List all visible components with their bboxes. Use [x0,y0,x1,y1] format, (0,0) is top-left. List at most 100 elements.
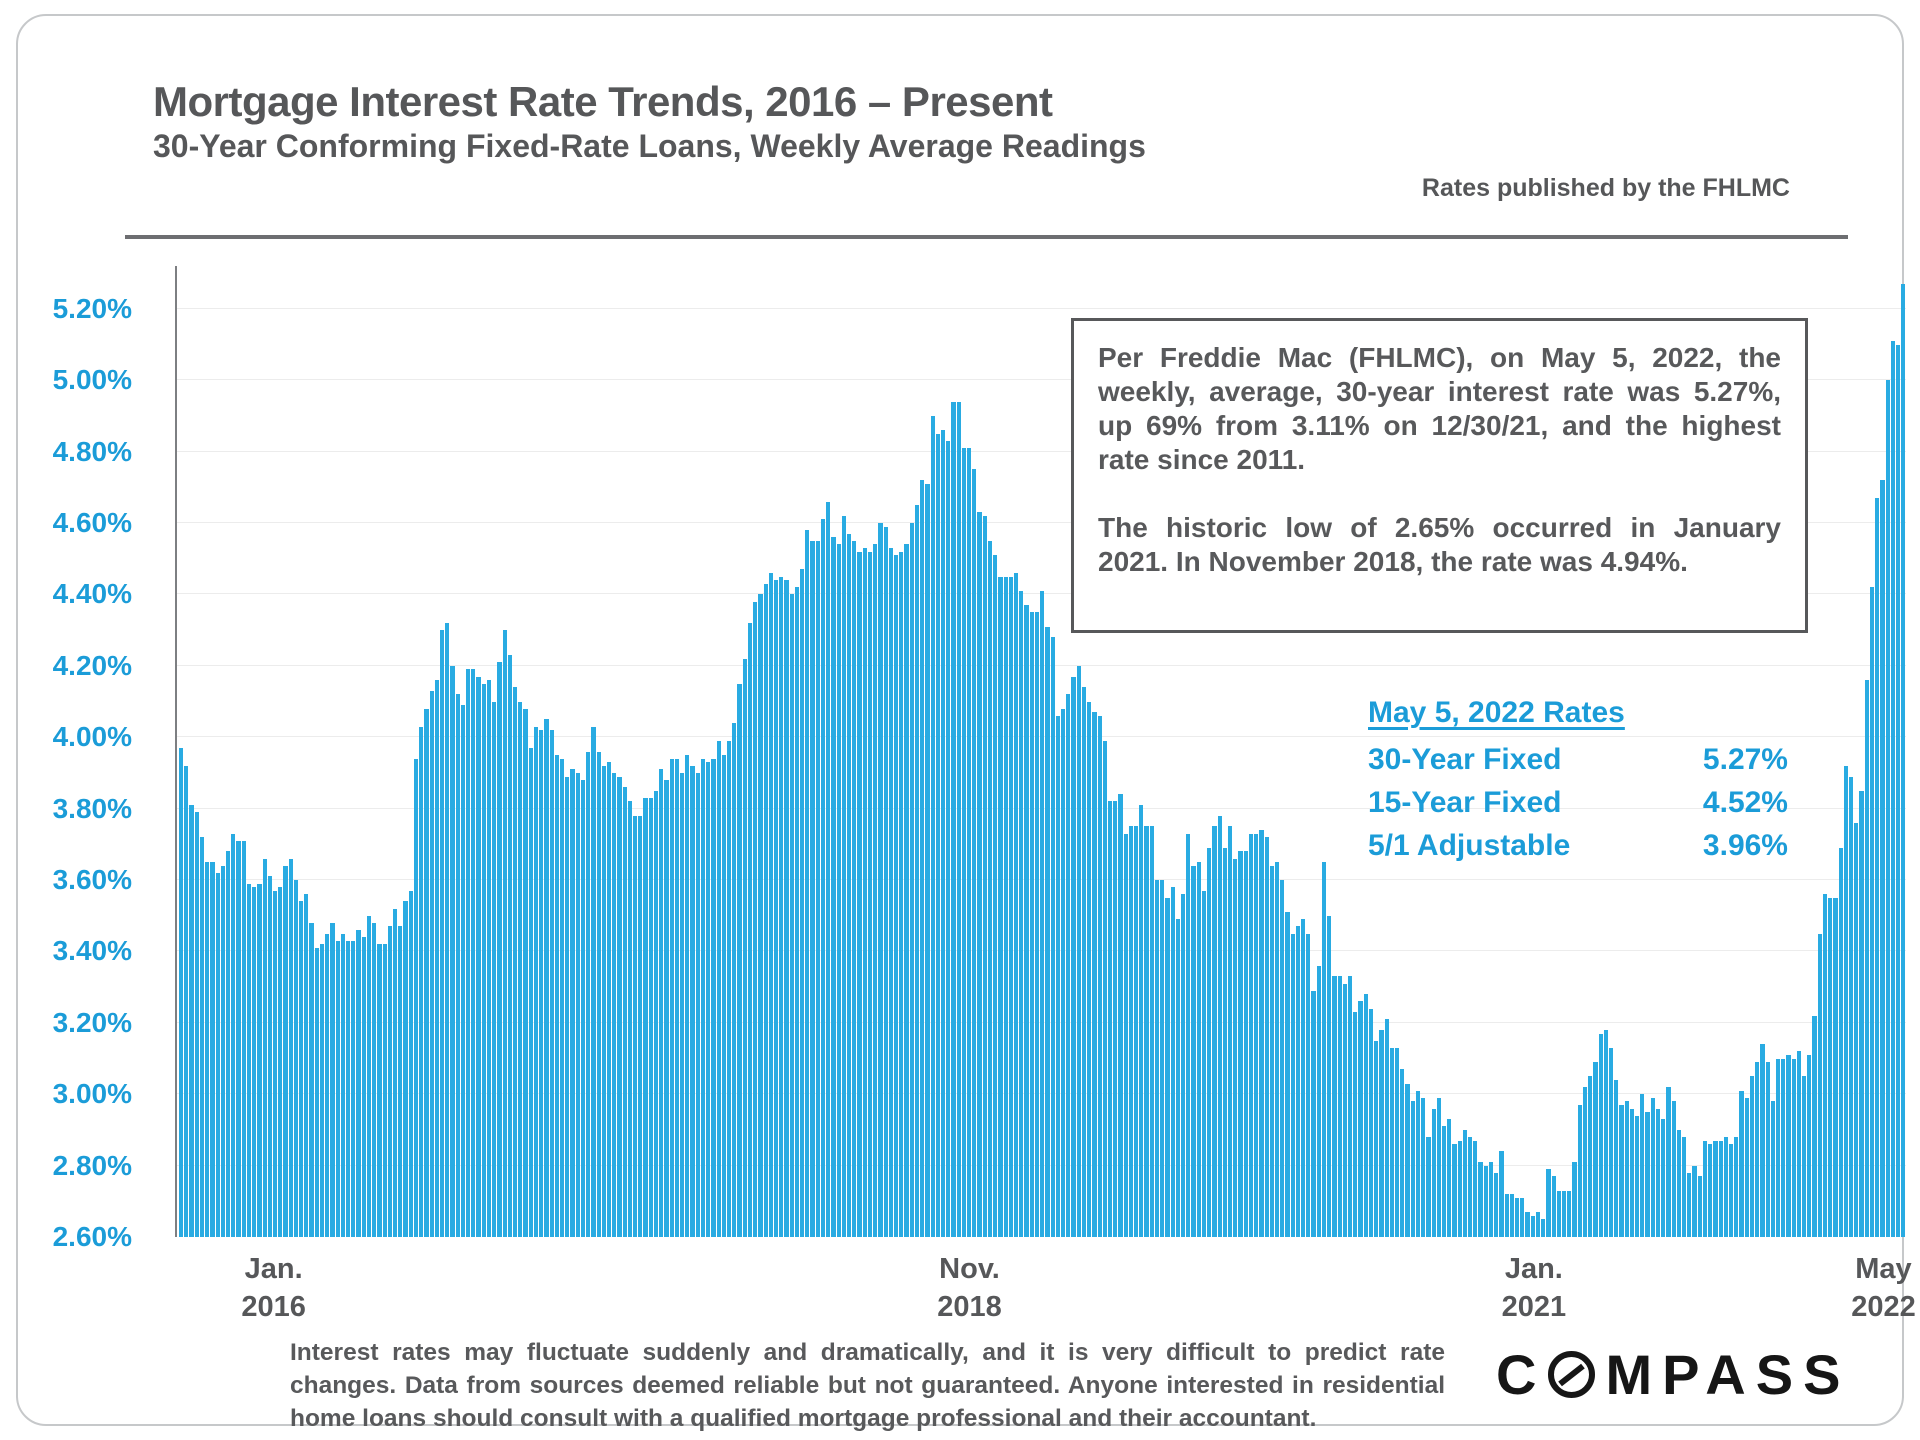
bar [904,544,909,1237]
bar [1410,1101,1415,1237]
bar [711,758,716,1237]
bar [1895,344,1901,1237]
bar [419,726,424,1237]
bar [267,876,272,1237]
bar [1128,826,1134,1237]
bar [1702,1140,1708,1237]
bar [1186,833,1191,1237]
bar [533,726,539,1237]
bar [899,551,904,1237]
bar [993,555,998,1237]
bar [1113,801,1118,1237]
annotation-box: Per Freddie Mac (FHLMC), on May 5, 2022,… [1071,318,1808,633]
y-axis-label: 4.20% [52,649,132,681]
bar [366,915,372,1237]
bar [920,480,925,1237]
bar [586,751,591,1237]
bar [220,865,225,1237]
bar [784,580,789,1237]
rate-row: 15-Year Fixed 4.52% [1368,781,1788,824]
bar [1316,965,1321,1237]
bar [554,755,559,1237]
bar [408,890,413,1237]
bar [1755,1062,1760,1237]
bar [1014,573,1019,1237]
bar [450,665,455,1237]
bar [1796,1051,1802,1237]
bar [1087,701,1092,1237]
bar [669,758,674,1237]
bar [340,933,345,1237]
bar [1379,1029,1384,1237]
bar [1598,1033,1603,1237]
bar [1593,1062,1598,1237]
bar [1739,1090,1744,1237]
bar [1181,894,1186,1237]
bar [1457,1140,1462,1237]
bar [1655,1108,1661,1237]
bar [471,669,476,1237]
bar [1040,590,1045,1237]
bar [1170,887,1175,1237]
gridline [177,379,1906,381]
bar [706,762,711,1237]
bar [1812,1015,1817,1237]
bar [403,901,408,1237]
bar [867,551,873,1237]
bar [241,840,246,1237]
bar [215,872,220,1237]
bar [1869,587,1875,1237]
bar [1374,1040,1379,1237]
bar [956,401,961,1237]
y-axis-label: 4.00% [52,721,132,753]
bar [199,837,205,1237]
bar [288,858,293,1237]
bar [680,772,685,1237]
bar [319,944,325,1237]
bar [1509,1194,1514,1237]
bar [1671,1101,1676,1237]
bar [1019,590,1024,1237]
bar [1473,1140,1478,1237]
bar [460,705,466,1237]
bar [486,680,492,1237]
bar [1749,1076,1755,1237]
bar [1718,1140,1723,1237]
bar [622,787,627,1237]
bar [930,415,935,1237]
bar [1676,1129,1681,1237]
bar [346,940,351,1237]
bar [1885,380,1890,1237]
bar [1254,833,1259,1237]
bar [1363,994,1368,1237]
bar [429,690,434,1237]
rate-label: 5/1 Adjustable [1368,829,1571,862]
compass-logo-c: C [1496,1343,1547,1406]
bar [225,851,231,1237]
bar [878,523,883,1237]
bar [852,540,857,1237]
bar [716,740,721,1237]
bar [1306,933,1311,1237]
bar [1144,826,1149,1237]
bar [1191,865,1196,1237]
bar [653,790,659,1237]
bar [1452,1144,1457,1237]
bar [507,655,512,1237]
rate-label: 15-Year Fixed [1368,786,1562,819]
bar [565,776,570,1237]
bar [961,448,967,1237]
bar [523,708,528,1237]
bar [1817,933,1822,1237]
bar [1828,897,1833,1237]
bar [1301,919,1306,1237]
bar [1624,1101,1629,1237]
page-subtitle: 30-Year Conforming Fixed-Rate Loans, Wee… [153,128,1146,164]
bar [492,701,497,1237]
compass-o-icon [1548,1351,1596,1398]
bar [1525,1212,1530,1237]
bar [1494,1172,1499,1237]
bar [1640,1094,1645,1237]
bar [1614,1079,1619,1237]
bar [815,540,820,1237]
